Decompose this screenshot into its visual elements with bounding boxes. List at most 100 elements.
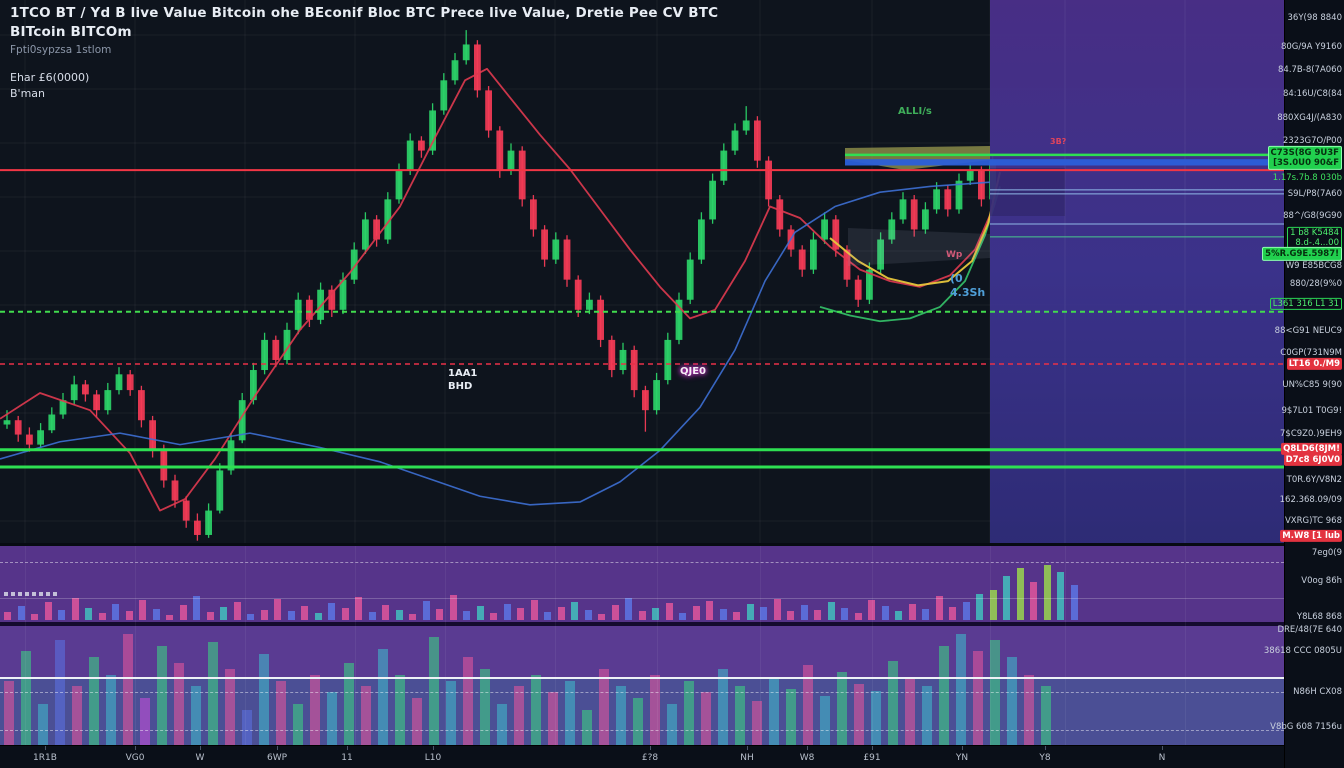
indicator-bar [206, 612, 214, 620]
volume-dashed-line-1 [0, 692, 1284, 693]
price-axis-label: D7c8 6J0V0 [1283, 453, 1342, 467]
indicator-bar [544, 612, 551, 620]
indicator-bar [584, 610, 592, 620]
indicator-bar [868, 600, 875, 620]
time-axis[interactable]: 1R1B VG0 W 6WP 11 L10 £?8 NH W8 £91 YN Y8 N [0, 745, 1284, 768]
price-axis-label: 84:16U/C8(84 [1282, 88, 1342, 99]
indicator-bar [976, 594, 983, 620]
time-axis-tick [135, 746, 136, 750]
volume-bar [633, 698, 643, 745]
volume-bar [667, 704, 677, 745]
volume-bar [89, 657, 99, 745]
indicator-bar [179, 605, 187, 620]
indicator-bar [476, 606, 484, 620]
volume-bar [973, 651, 983, 745]
volume-bar [514, 686, 524, 745]
indicator-bar [1003, 576, 1010, 620]
volume-bar [429, 637, 439, 745]
time-axis-label: W8 [799, 753, 815, 763]
indicator-bar [301, 606, 308, 620]
volume-bar [72, 686, 82, 745]
price-axis-label: M.W8 [1 lub [1280, 529, 1342, 543]
indicator-bar [908, 604, 916, 620]
indicator-bar [652, 608, 659, 620]
indicator-bar [935, 596, 943, 620]
price-axis-label: W9 E85BCG8 [1285, 260, 1342, 271]
panel-gridline [25, 546, 26, 745]
price-axis-label: 162.368.09/09 [1279, 494, 1342, 505]
indicator-bar [125, 611, 133, 620]
volume-bar [225, 669, 235, 745]
indicator-bar [881, 606, 889, 620]
indicator-bar [611, 605, 619, 620]
price-axis-label: 7$C9Z0.)9EH9 [1280, 428, 1342, 439]
indicator-bar [625, 598, 632, 620]
price-axis-label: C0GP(731N9M [1280, 347, 1342, 358]
volume-bar [174, 663, 184, 745]
volume-bar [361, 686, 371, 745]
indicator-bar [814, 610, 821, 620]
price-chart-canvas[interactable] [0, 0, 1284, 545]
price-axis-label: 1.17s.7b.8 030b [1272, 172, 1342, 183]
panel-gridline [1065, 546, 1066, 745]
indicator-bar [395, 610, 403, 620]
volume-bar [616, 686, 626, 745]
volume-dashed-line-2 [0, 730, 1284, 731]
price-axis-label: 88^/G8(9G90 [1283, 210, 1342, 221]
indicator-bar [949, 607, 956, 620]
indicator-bar [679, 613, 686, 620]
volume-bar [242, 710, 252, 745]
panel-gridline [135, 546, 136, 745]
indicator-bar [503, 604, 511, 620]
indicator-bar [463, 611, 470, 620]
volume-bar [412, 698, 422, 745]
volume-bar [55, 640, 65, 745]
price-axis-label: LT16 0./M9 [1286, 357, 1342, 371]
price-axis[interactable]: 36Y(98 8840 80G/9A Y9160 84.7B-8(7A060 84:1… [1262, 0, 1344, 768]
time-axis-tick [962, 746, 963, 750]
price-axis-label: 2323G7O/P00 [1282, 135, 1342, 146]
volume-bar [735, 686, 745, 745]
panel-gridline [445, 546, 446, 745]
panel-gridline [555, 546, 556, 745]
price-axis-label: 80G/9A Y9160 [1280, 41, 1342, 52]
price-axis-label: V0og 86h [1301, 575, 1342, 586]
indicator-bar [220, 607, 227, 620]
time-axis-label: YN [955, 753, 969, 763]
indicator-bar [517, 608, 524, 620]
volume-bars-layer [0, 626, 1284, 745]
indicator-bar [422, 601, 430, 620]
volume-bar [871, 691, 881, 745]
indicator-bar [436, 609, 443, 620]
time-axis-tick [872, 746, 873, 750]
time-axis-tick [433, 746, 434, 750]
volume-bar [888, 661, 898, 745]
volume-bar [191, 686, 201, 745]
indicator-bar [17, 606, 25, 620]
indicator-bar [962, 602, 970, 620]
indicator-bar [4, 612, 11, 620]
indicator-panel[interactable] [0, 546, 1284, 622]
indicator-bar [773, 599, 781, 620]
time-axis-label: N [1158, 753, 1166, 763]
volume-bar [718, 669, 728, 745]
indicator-bar [382, 605, 389, 620]
indicator-bar [409, 614, 416, 620]
volume-bar [21, 651, 31, 745]
price-axis-label: C73S(8G 9U3F [3S.0U0 90&F [1267, 145, 1342, 171]
volume-bar [531, 675, 541, 745]
indicator-bar [571, 602, 578, 620]
volume-bar [310, 675, 320, 745]
indicator-bar [1070, 585, 1078, 620]
volume-bar [497, 704, 507, 745]
indicator-bar [598, 614, 605, 620]
volume-bar [344, 663, 354, 745]
volume-bar [650, 675, 660, 745]
panel-gridline [990, 546, 991, 745]
indicator-bar [71, 598, 79, 620]
indicator-bar [490, 613, 497, 620]
volume-bar [276, 681, 286, 745]
indicator-bar [530, 600, 538, 620]
price-axis-label: 7eg0(9 [1311, 547, 1342, 558]
